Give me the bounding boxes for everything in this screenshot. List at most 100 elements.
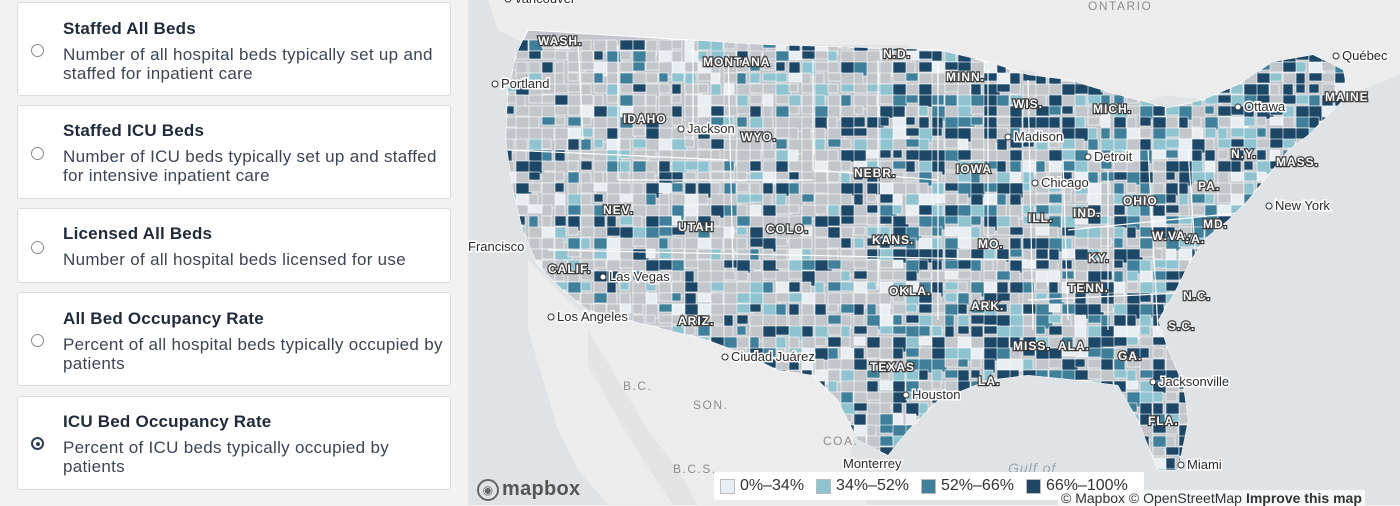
- county[interactable]: [1308, 83, 1320, 94]
- county[interactable]: [1165, 391, 1178, 402]
- county[interactable]: [1165, 171, 1176, 181]
- county[interactable]: [775, 303, 787, 317]
- county[interactable]: [671, 94, 682, 104]
- county[interactable]: [619, 303, 632, 314]
- county[interactable]: [957, 292, 970, 306]
- county[interactable]: [528, 171, 541, 181]
- mapbox-logo[interactable]: ◉ mapbox: [477, 478, 580, 501]
- county[interactable]: [554, 215, 567, 227]
- county[interactable]: [983, 226, 996, 236]
- county[interactable]: [580, 193, 592, 206]
- county[interactable]: [619, 50, 632, 61]
- county[interactable]: [775, 138, 788, 150]
- county[interactable]: [684, 259, 700, 269]
- county[interactable]: [684, 50, 699, 64]
- county[interactable]: [853, 83, 869, 94]
- county[interactable]: [1256, 72, 1271, 84]
- county[interactable]: [606, 226, 622, 237]
- county[interactable]: [996, 94, 1010, 108]
- county[interactable]: [1191, 193, 1207, 204]
- county[interactable]: [658, 83, 671, 94]
- option-staffed-icu-beds[interactable]: Staffed ICU Beds Number of ICU beds typi…: [17, 105, 451, 199]
- county[interactable]: [1061, 226, 1077, 237]
- county[interactable]: [892, 314, 903, 326]
- county[interactable]: [866, 325, 879, 338]
- county[interactable]: [736, 270, 749, 282]
- county[interactable]: [775, 270, 791, 283]
- county[interactable]: [1191, 116, 1202, 128]
- county[interactable]: [671, 116, 683, 126]
- county[interactable]: [801, 325, 814, 338]
- county[interactable]: [567, 149, 581, 162]
- county[interactable]: [840, 116, 855, 129]
- county[interactable]: [541, 204, 553, 217]
- county[interactable]: [827, 226, 841, 240]
- county[interactable]: [1139, 292, 1152, 303]
- county[interactable]: [749, 83, 765, 94]
- county[interactable]: [580, 94, 594, 106]
- county[interactable]: [762, 281, 774, 294]
- county[interactable]: [619, 270, 632, 282]
- county[interactable]: [1035, 237, 1050, 250]
- county[interactable]: [957, 281, 968, 293]
- county[interactable]: [671, 39, 683, 50]
- county[interactable]: [632, 215, 643, 229]
- county[interactable]: [567, 105, 581, 116]
- county[interactable]: [853, 402, 869, 412]
- county[interactable]: [736, 61, 750, 73]
- county[interactable]: [1204, 160, 1216, 174]
- county[interactable]: [853, 413, 867, 427]
- county[interactable]: [710, 215, 721, 227]
- county[interactable]: [736, 182, 750, 193]
- county[interactable]: [1009, 116, 1023, 129]
- county[interactable]: [970, 358, 982, 369]
- county[interactable]: [580, 72, 595, 84]
- county[interactable]: [684, 171, 697, 183]
- county[interactable]: [736, 248, 751, 262]
- county[interactable]: [944, 248, 958, 262]
- county[interactable]: [996, 182, 1011, 195]
- county[interactable]: [684, 39, 695, 52]
- county[interactable]: [970, 160, 981, 172]
- county[interactable]: [814, 116, 828, 130]
- county[interactable]: [1113, 226, 1125, 239]
- county[interactable]: [1113, 116, 1127, 129]
- county[interactable]: [658, 303, 674, 313]
- county[interactable]: [710, 182, 721, 196]
- county[interactable]: [671, 292, 682, 302]
- county[interactable]: [723, 116, 734, 126]
- county[interactable]: [684, 193, 700, 207]
- county[interactable]: [749, 204, 762, 217]
- county[interactable]: [1217, 116, 1232, 128]
- county[interactable]: [580, 127, 594, 138]
- county[interactable]: [918, 369, 929, 381]
- county[interactable]: [788, 72, 803, 83]
- county[interactable]: [840, 336, 851, 348]
- county[interactable]: [710, 127, 721, 137]
- county[interactable]: [918, 259, 929, 271]
- county[interactable]: [840, 292, 854, 306]
- county[interactable]: [1165, 259, 1180, 270]
- county[interactable]: [892, 149, 903, 159]
- county[interactable]: [788, 171, 800, 182]
- county[interactable]: [1243, 160, 1254, 171]
- county[interactable]: [762, 116, 774, 130]
- county[interactable]: [931, 380, 942, 390]
- county[interactable]: [1100, 215, 1111, 225]
- county[interactable]: [801, 50, 816, 60]
- county[interactable]: [503, 105, 515, 115]
- county[interactable]: [619, 138, 631, 151]
- county[interactable]: [554, 94, 569, 106]
- county[interactable]: [671, 50, 683, 63]
- county[interactable]: [1009, 314, 1025, 328]
- county[interactable]: [944, 160, 957, 171]
- county[interactable]: [1048, 105, 1062, 116]
- county[interactable]: [957, 303, 968, 315]
- county[interactable]: [749, 259, 762, 271]
- county[interactable]: [827, 94, 841, 108]
- county[interactable]: [1074, 193, 1088, 203]
- county[interactable]: [1165, 435, 1176, 449]
- county[interactable]: [814, 50, 829, 60]
- county[interactable]: [944, 303, 959, 316]
- county[interactable]: [1048, 127, 1060, 138]
